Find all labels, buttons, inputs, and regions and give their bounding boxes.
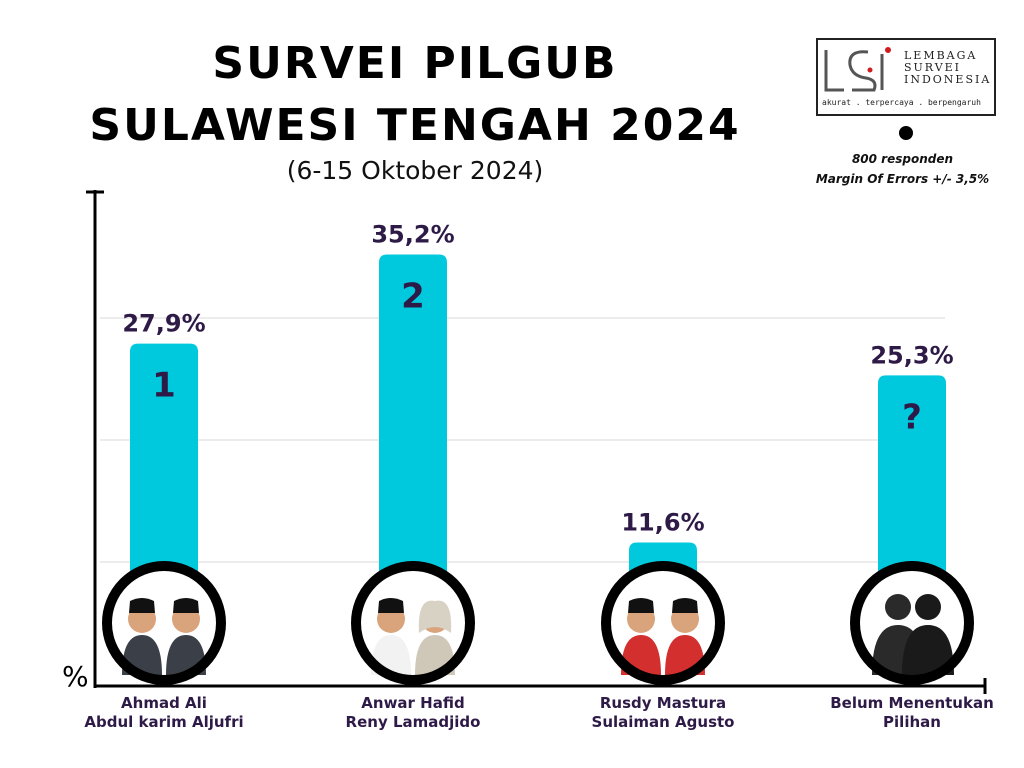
logo-dot [899, 126, 913, 140]
value-label: 27,9% [122, 310, 205, 338]
category-label: Ahmad Ali Abdul karim Aljufri [44, 694, 284, 732]
category-label-line: Sulaiman Agusto [591, 713, 735, 731]
chart-title-line2: SULAWESI TENGAH 2024 [89, 100, 741, 151]
logo-line3: INDONESIA [904, 73, 992, 86]
y-axis-label: % [62, 660, 89, 693]
value-label: 11,6% [621, 508, 704, 536]
photo-ring [102, 561, 226, 685]
chart-title-line1: SURVEI PILGUB [212, 38, 618, 89]
value-label: 35,2% [371, 221, 454, 249]
category-label: Anwar Hafid Reny Lamadjido [293, 694, 533, 732]
category-label-line: Anwar Hafid [361, 694, 465, 712]
peci-cap-icon [173, 598, 199, 613]
photo-ring [351, 561, 475, 685]
hijab-icon [418, 600, 452, 633]
value-label: 25,3% [870, 341, 953, 369]
lsi-logo: LEMBAGA SURVEI INDONESIA akurat . terper… [816, 38, 996, 116]
respondents-note: 800 responden [851, 152, 954, 166]
silhouette-head-icon [885, 594, 911, 620]
category-label-line: Ahmad Ali [121, 694, 207, 712]
peci-cap-icon [378, 598, 404, 613]
chart-subtitle: (6-15 Oktober 2024) [286, 156, 544, 185]
category-label: Belum Menentukan Pilihan [792, 694, 1024, 732]
silhouette-body-icon [902, 625, 954, 675]
category-label-line: Pilihan [883, 713, 941, 731]
peci-cap-icon [129, 598, 155, 613]
peci-cap-icon [628, 598, 654, 613]
logo-line2: SURVEI [904, 61, 962, 74]
lsi-logo-mark-icon [824, 47, 891, 92]
peci-cap-icon [672, 598, 698, 613]
category-label-line: Abdul karim Aljufri [84, 713, 244, 731]
logo-line1: LEMBAGA [904, 49, 978, 62]
photo-ring [601, 561, 725, 685]
silhouette-head-icon [915, 594, 941, 620]
photo-ring [850, 561, 974, 685]
bar-number: 2 [401, 277, 425, 317]
category-label: Rusdy Mastura Sulaiman Agusto [543, 694, 783, 732]
category-label-line: Reny Lamadjido [345, 713, 481, 731]
bar-number: ? [902, 397, 922, 437]
bar [379, 254, 447, 664]
category-label-line: Rusdy Mastura [599, 694, 727, 712]
bar-number: 1 [152, 366, 176, 406]
category-label-line: Belum Menentukan [830, 694, 994, 712]
margin-note: Margin Of Errors +/- 3,5% [815, 172, 990, 186]
logo-tagline: akurat . terpercaya . berpengaruh [822, 98, 981, 107]
